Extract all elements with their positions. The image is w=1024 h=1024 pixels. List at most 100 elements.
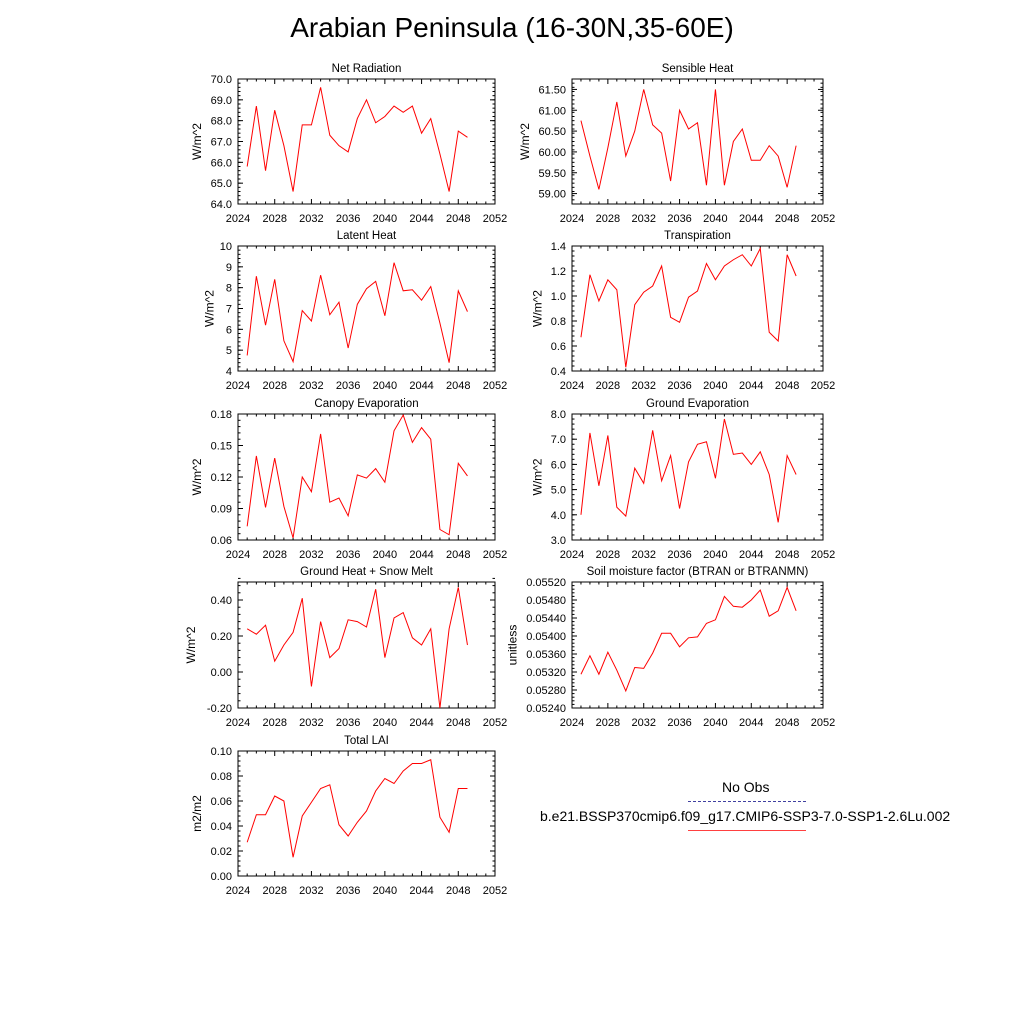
x-tick-label: 2048 bbox=[775, 717, 799, 729]
x-tick-label: 2036 bbox=[336, 549, 360, 561]
x-tick-label: 2040 bbox=[373, 380, 397, 392]
y-tick-label: 0.04 bbox=[211, 821, 232, 833]
x-tick-label: 2040 bbox=[703, 717, 727, 729]
plot-frame bbox=[237, 750, 496, 877]
x-tick-label: 2036 bbox=[336, 213, 360, 225]
y-tick-label: 9 bbox=[226, 262, 232, 274]
y-tick-label: 61.00 bbox=[538, 105, 566, 117]
y-tick-label: 0.02 bbox=[211, 846, 232, 858]
y-axis-label: W/m^2 bbox=[190, 123, 204, 160]
y-axis-label: W/m^2 bbox=[530, 458, 544, 495]
y-tick-label: 0.10 bbox=[211, 746, 232, 758]
y-tick-label: 0.00 bbox=[211, 871, 232, 883]
y-tick-label: 8.0 bbox=[551, 409, 566, 421]
x-tick-label: 2052 bbox=[483, 549, 507, 561]
x-tick-label: 2044 bbox=[739, 549, 763, 561]
x-tick-label: 2040 bbox=[703, 549, 727, 561]
x-tick-label: 2024 bbox=[226, 549, 250, 561]
panel-title: Canopy Evaporation bbox=[314, 398, 418, 410]
x-tick-label: 2036 bbox=[667, 549, 691, 561]
x-tick-label: 2040 bbox=[373, 885, 397, 897]
panel-title: Ground Evaporation bbox=[646, 398, 749, 410]
x-tick-label: 2028 bbox=[596, 213, 620, 225]
y-tick-label: 69.0 bbox=[211, 95, 232, 107]
series-line bbox=[580, 418, 797, 523]
series-line bbox=[246, 587, 468, 709]
page-title: Arabian Peninsula (16-30N,35-60E) bbox=[290, 12, 734, 43]
y-axis-label: unitless bbox=[506, 625, 520, 666]
x-tick-label: 2044 bbox=[409, 380, 433, 392]
chart-panel-9: 2024 2028 2032 2036 2040 2044 2048 2052 0.00 0.02… bbox=[190, 735, 507, 897]
panel-title: Soil moisture factor (BTRAN or BTRANMN) bbox=[587, 566, 809, 578]
y-tick-label: 7 bbox=[226, 304, 232, 316]
y-tick-label: 0.20 bbox=[211, 631, 232, 643]
x-tick-label: 2036 bbox=[667, 213, 691, 225]
chart-panel-5: 2024 2028 2032 2036 2040 2044 2048 2052 0.06 0.09… bbox=[190, 398, 507, 561]
y-tick-label: 5 bbox=[226, 345, 232, 357]
y-tick-label: 0.00 bbox=[211, 667, 232, 679]
x-tick-label: 2024 bbox=[560, 717, 584, 729]
y-tick-label: 0.4 bbox=[551, 366, 566, 378]
y-tick-label: -0.20 bbox=[207, 703, 232, 715]
y-tick-label: 0.8 bbox=[551, 316, 566, 328]
chart-panel-2: 2024 2028 2032 2036 2040 2044 2048 2052 59.00 59.… bbox=[518, 63, 835, 225]
x-tick-label: 2052 bbox=[483, 380, 507, 392]
x-tick-label: 2048 bbox=[446, 717, 470, 729]
x-tick-label: 2052 bbox=[483, 885, 507, 897]
y-tick-label: 0.08 bbox=[211, 771, 232, 783]
y-tick-label: 0.06 bbox=[211, 796, 232, 808]
panel-title: Sensible Heat bbox=[662, 63, 734, 75]
y-tick-label: 66.0 bbox=[211, 157, 232, 169]
y-tick-label: 1.0 bbox=[551, 291, 566, 303]
x-tick-label: 2024 bbox=[226, 380, 250, 392]
y-tick-label: 6 bbox=[226, 324, 232, 336]
panel-title: Net Radiation bbox=[332, 63, 402, 75]
y-tick-label: 6.0 bbox=[551, 459, 566, 471]
plot-frame bbox=[571, 78, 824, 205]
x-tick-label: 2032 bbox=[631, 213, 655, 225]
legend-obs-line bbox=[688, 801, 806, 802]
x-tick-label: 2036 bbox=[336, 717, 360, 729]
x-tick-label: 2028 bbox=[262, 717, 286, 729]
panel-title: Total LAI bbox=[344, 735, 389, 747]
x-tick-label: 2044 bbox=[739, 717, 763, 729]
x-tick-label: 2044 bbox=[409, 549, 433, 561]
y-tick-label: 60.00 bbox=[538, 147, 566, 159]
y-tick-label: 70.0 bbox=[211, 74, 232, 86]
y-tick-label: 59.50 bbox=[538, 168, 566, 180]
x-tick-label: 2048 bbox=[446, 885, 470, 897]
x-tick-label: 2048 bbox=[446, 380, 470, 392]
y-tick-label: 0.05520 bbox=[526, 577, 566, 589]
x-tick-label: 2032 bbox=[299, 380, 323, 392]
y-tick-label: 59.00 bbox=[538, 189, 566, 201]
y-tick-label: 0.05240 bbox=[526, 703, 566, 715]
x-tick-label: 2032 bbox=[631, 380, 655, 392]
y-tick-label: 65.0 bbox=[211, 178, 232, 190]
x-tick-label: 2052 bbox=[483, 213, 507, 225]
y-tick-label: 0.09 bbox=[211, 504, 232, 516]
x-tick-label: 2024 bbox=[560, 380, 584, 392]
x-tick-label: 2044 bbox=[409, 717, 433, 729]
x-tick-label: 2044 bbox=[409, 213, 433, 225]
y-tick-label: 0.05400 bbox=[526, 631, 566, 643]
series-line bbox=[246, 759, 468, 858]
y-tick-label: 10 bbox=[220, 241, 232, 253]
x-tick-label: 2028 bbox=[262, 549, 286, 561]
plot-frame bbox=[571, 245, 824, 372]
y-axis-label: W/m^2 bbox=[518, 123, 532, 160]
x-tick-label: 2036 bbox=[336, 380, 360, 392]
x-tick-label: 2040 bbox=[373, 549, 397, 561]
y-tick-label: 0.05360 bbox=[526, 649, 566, 661]
x-tick-label: 2024 bbox=[560, 213, 584, 225]
x-tick-label: 2028 bbox=[262, 885, 286, 897]
x-tick-label: 2032 bbox=[299, 549, 323, 561]
chart-panel-1: 2024 2028 2032 2036 2040 2044 2048 2052 64.0 65.0… bbox=[190, 63, 507, 225]
x-tick-label: 2028 bbox=[262, 213, 286, 225]
chart-panel-3: 2024 2028 2032 2036 2040 2044 2048 2052 4 5 6 7 8 9 10… bbox=[203, 230, 508, 392]
legend-case-label: b.e21.BSSP370cmip6.f09_g17.CMIP6-SSP3-7.… bbox=[540, 808, 951, 824]
x-tick-label: 2040 bbox=[703, 380, 727, 392]
chart-panel-7: 2024 2028 2032 2036 2040 2044 2048 2052 -0.20 0.0… bbox=[184, 566, 507, 729]
panel-title: Transpiration bbox=[664, 230, 731, 242]
y-tick-label: 0.12 bbox=[211, 472, 232, 484]
x-tick-label: 2044 bbox=[739, 213, 763, 225]
